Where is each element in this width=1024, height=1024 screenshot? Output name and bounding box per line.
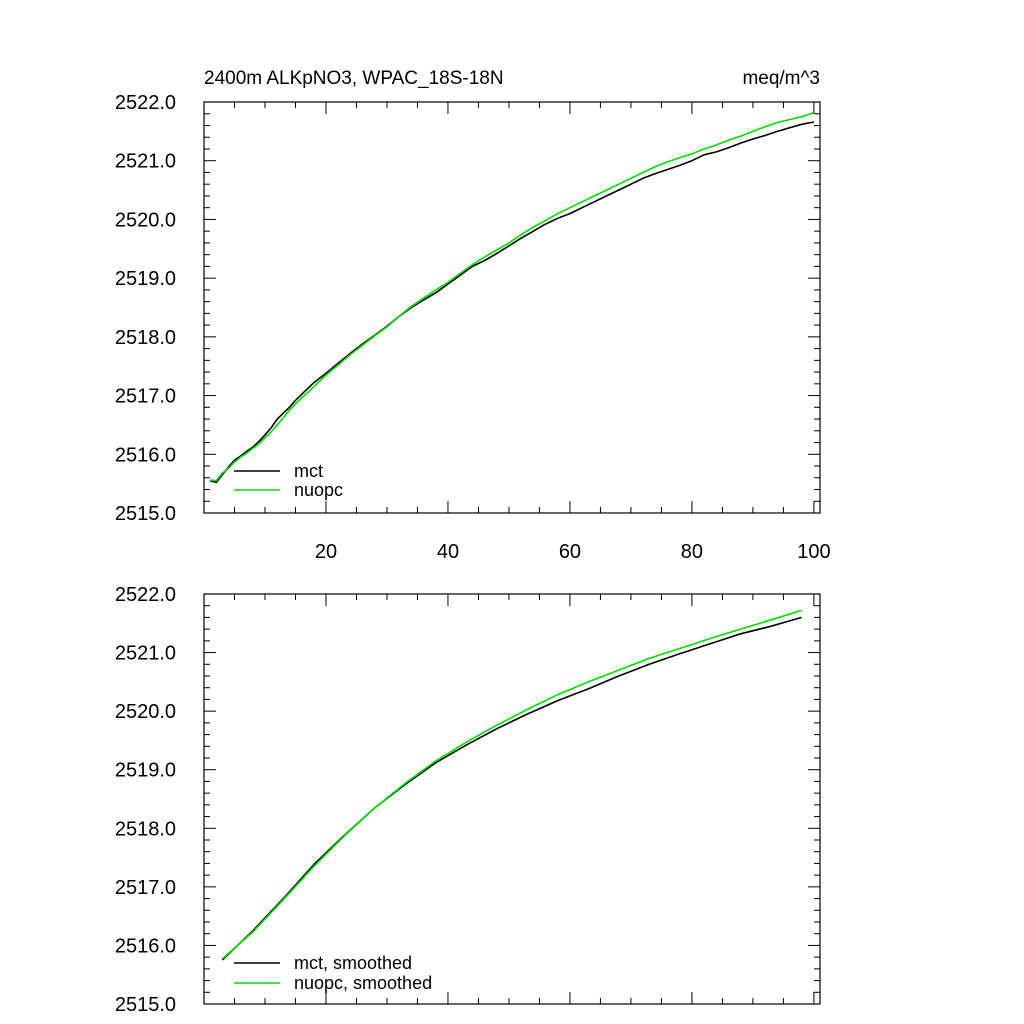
units-label: meq/m^3: [742, 68, 820, 89]
y-tick-label: 2515.0: [115, 994, 176, 1016]
legend-label: nuopc, smoothed: [294, 973, 432, 993]
y-tick-label: 2517.0: [115, 877, 176, 899]
x-tick-label: 100: [797, 541, 830, 563]
series-line-nuopc: [210, 111, 815, 482]
top-panel: 20 40 60 80 100 2515.0 2516.0 2517.0 2518.0 2519.…: [115, 68, 831, 563]
y-tick-label: 2518.0: [115, 818, 176, 840]
y-tick-label: 2516.0: [115, 935, 176, 957]
plot-frame: [203, 101, 821, 514]
y-tick-label: 2515.0: [115, 503, 176, 525]
series-line-mct: [209, 121, 815, 484]
legend-label: mct, smoothed: [294, 953, 412, 973]
x-tick-label: 80: [681, 541, 703, 563]
plot-frame: [203, 593, 821, 1005]
x-tick-label: 20: [315, 541, 337, 563]
series-line-mct-smoothed: [221, 616, 802, 961]
legend-label: nuopc: [294, 480, 343, 500]
y-tick-label: 2522.0: [115, 92, 176, 114]
y-tick-label: 2521.0: [115, 643, 176, 665]
y-tick-label: 2520.0: [115, 701, 176, 723]
y-tick-label: 2519.0: [115, 760, 176, 782]
chart-title: 2400m ALKpNO3, WPAC_18S-18N: [204, 68, 504, 89]
y-tick-label: 2521.0: [115, 151, 176, 173]
y-tick-label: 2519.0: [115, 268, 176, 290]
y-tick-label: 2516.0: [115, 444, 176, 466]
legend-label: mct: [294, 461, 323, 481]
y-tick-label: 2520.0: [115, 209, 176, 231]
x-tick-label: 60: [559, 541, 581, 563]
y-tick-label: 2518.0: [115, 327, 176, 349]
bottom-panel: 2515.0 2516.0 2517.0 2518.0 2519.0 2520.0 2521…: [115, 584, 821, 1016]
y-tick-label: 2517.0: [115, 386, 176, 408]
y-tick-label: 2522.0: [115, 584, 176, 606]
series-line-nuopc-smoothed: [221, 609, 802, 960]
x-tick-label: 40: [437, 541, 459, 563]
